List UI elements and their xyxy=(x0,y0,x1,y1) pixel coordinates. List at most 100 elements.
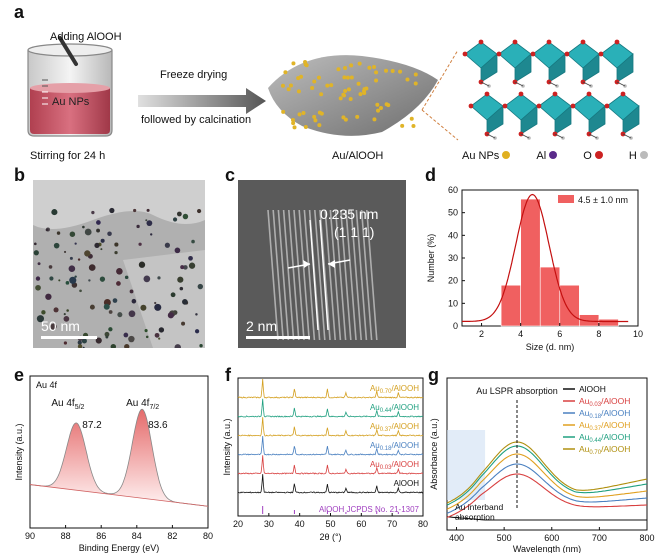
annotation-lspr: Au LSPR absorption xyxy=(476,386,558,396)
xrd-series-line xyxy=(237,417,424,437)
x-tick-label-g: 600 xyxy=(544,533,559,543)
x-tick-label-e: 82 xyxy=(167,531,177,541)
x-tick-label-f: 20 xyxy=(233,519,243,529)
x-axis-label-g: Wavelength (nm) xyxy=(513,544,581,553)
y-tick-label-d: 10 xyxy=(448,298,458,308)
xrd-series-label: Au0.03/AlOOH xyxy=(370,460,419,471)
uvvis-series-line xyxy=(446,463,648,514)
scale-text-b: 50 nm xyxy=(41,318,80,334)
panel-c-label: c xyxy=(225,165,236,185)
uvvis-series-line xyxy=(446,473,648,519)
x-tick-label-f: 50 xyxy=(325,519,335,529)
legend-label-g: Au0.44/AlOOH xyxy=(579,432,630,444)
lattice-spacing: 0.235 nm xyxy=(320,206,379,222)
xrd-series-label: Au0.70/AlOOH xyxy=(370,384,419,395)
legend-label-g: Au0.18/AlOOH xyxy=(579,408,630,420)
xrd-series-line xyxy=(237,378,424,399)
legend-text-d: 4.5 ± 1.0 nm xyxy=(578,195,628,205)
process-arrow xyxy=(138,88,266,114)
lattice-plane: (1 1 1) xyxy=(334,224,375,240)
x-tick-label-d: 10 xyxy=(633,329,643,339)
legend-label-g: Au0.70/AlOOH xyxy=(579,444,630,456)
scale-text-c: 2 nm xyxy=(246,318,278,334)
xrd-series-label: Au0.37/AlOOH xyxy=(370,422,419,433)
arrow-line1: Freeze drying xyxy=(160,69,228,81)
interband-region xyxy=(447,430,486,500)
beaker-illustration xyxy=(27,36,113,137)
atom-legend: Au NPs Al O H xyxy=(462,150,648,162)
peak-position-e: 87.2 xyxy=(82,420,102,431)
hrtem-image-c: 0.235 nm (1 1 1) 2 nm xyxy=(238,180,406,348)
panel-d-label: d xyxy=(425,165,436,185)
xps-chart: 90 88 86 84 82 80 Binding Energy (eV) Intensity… xyxy=(14,375,213,553)
x-axis-label-d: Size (d. nm) xyxy=(526,342,575,352)
y-tick-label-d: 30 xyxy=(448,253,458,263)
panel-b-label: b xyxy=(14,165,25,185)
legend-h: H xyxy=(629,150,648,162)
y-axis-label-e: Intensity (a.u.) xyxy=(14,423,24,480)
xrd-series-label: AlOOH xyxy=(394,479,420,488)
baseline-e xyxy=(29,484,209,507)
uvvis-chart: Au LSPR absorption Au interbandabsorption… xyxy=(429,377,655,553)
histogram-bar xyxy=(520,198,541,327)
zoom-lines xyxy=(421,49,459,141)
size-histogram: 2 4 6 8 10 0 10 20 30 40 50 60 Size (d. nm) Number (%… xyxy=(426,185,643,352)
title-e: Au 4f xyxy=(36,380,58,390)
histogram-bar xyxy=(598,318,619,327)
y-tick-label-d: 60 xyxy=(448,185,458,195)
x-tick-label-d: 6 xyxy=(557,329,562,339)
x-tick-label-g: 800 xyxy=(639,533,654,543)
x-axis-label-e: Binding Energy (eV) xyxy=(79,543,160,553)
panel-a-label: a xyxy=(14,2,25,22)
panel-e-label: e xyxy=(14,365,25,385)
panel-g-label: g xyxy=(428,365,439,385)
au-alooh-support xyxy=(268,55,438,136)
xrd-series-line xyxy=(237,474,424,494)
legend-al: Al xyxy=(536,150,558,162)
beaker-text-np: Au NPs xyxy=(52,96,90,108)
y-axis-label-d: Number (%) xyxy=(426,234,436,283)
panel-f-label: f xyxy=(225,365,231,385)
y-axis-label-f: Intensity (a.u.) xyxy=(222,418,232,475)
xrd-series-label: Au0.18/AlOOH xyxy=(370,441,419,452)
annotation-interband-2: absorption xyxy=(455,512,495,522)
x-tick-label-e: 84 xyxy=(132,531,142,541)
x-tick-label-g: 500 xyxy=(497,533,512,543)
x-tick-label-d: 4 xyxy=(518,329,523,339)
y-tick-label-d: 0 xyxy=(453,321,458,331)
beaker-text-top: Adding AlOOH xyxy=(50,31,122,43)
scale-bar-c xyxy=(246,336,310,339)
legend-label-g: Au0.03/AlOOH xyxy=(579,396,630,408)
uvvis-series-line xyxy=(446,516,647,521)
histogram-bar xyxy=(539,266,561,327)
legend-au: Au NPs xyxy=(462,150,511,162)
crystal-structure xyxy=(462,39,640,140)
x-tick-label-e: 80 xyxy=(203,531,213,541)
x-tick-label-d: 2 xyxy=(479,329,484,339)
peak-fill-e xyxy=(30,409,208,507)
x-tick-label-f: 60 xyxy=(356,519,366,529)
uvvis-series-line xyxy=(446,445,648,506)
peak-position-e: 83.6 xyxy=(148,420,168,431)
xrd-series-line xyxy=(237,398,424,418)
uvvis-series-line xyxy=(446,453,648,510)
xrd-series-line xyxy=(237,435,424,456)
x-tick-label-g: 700 xyxy=(592,533,607,543)
x-tick-label-e: 86 xyxy=(96,531,106,541)
legend-o: O xyxy=(583,150,603,162)
beaker-caption: Stirring for 24 h xyxy=(30,150,106,162)
peak-label-e: Au 4f7/2 xyxy=(126,398,159,411)
reference-label-f: AlOOH JCPDS No. 21-1307 xyxy=(319,505,420,514)
legend-label-g: Au0.37/AlOOH xyxy=(579,420,630,432)
uvvis-series-line xyxy=(446,441,648,504)
gaussian-fit-line xyxy=(461,193,629,323)
y-tick-label-d: 40 xyxy=(448,230,458,240)
x-tick-label-e: 88 xyxy=(61,531,71,541)
arrow-line2: followed by calcination xyxy=(141,114,252,126)
xrd-series-line xyxy=(237,455,424,475)
x-tick-label-f: 30 xyxy=(264,519,274,529)
y-tick-label-d: 50 xyxy=(448,208,458,218)
xrd-series-label: Au0.44/AlOOH xyxy=(370,403,419,414)
x-tick-label-f: 80 xyxy=(418,519,428,529)
annotation-interband-1: Au interband xyxy=(455,502,503,512)
